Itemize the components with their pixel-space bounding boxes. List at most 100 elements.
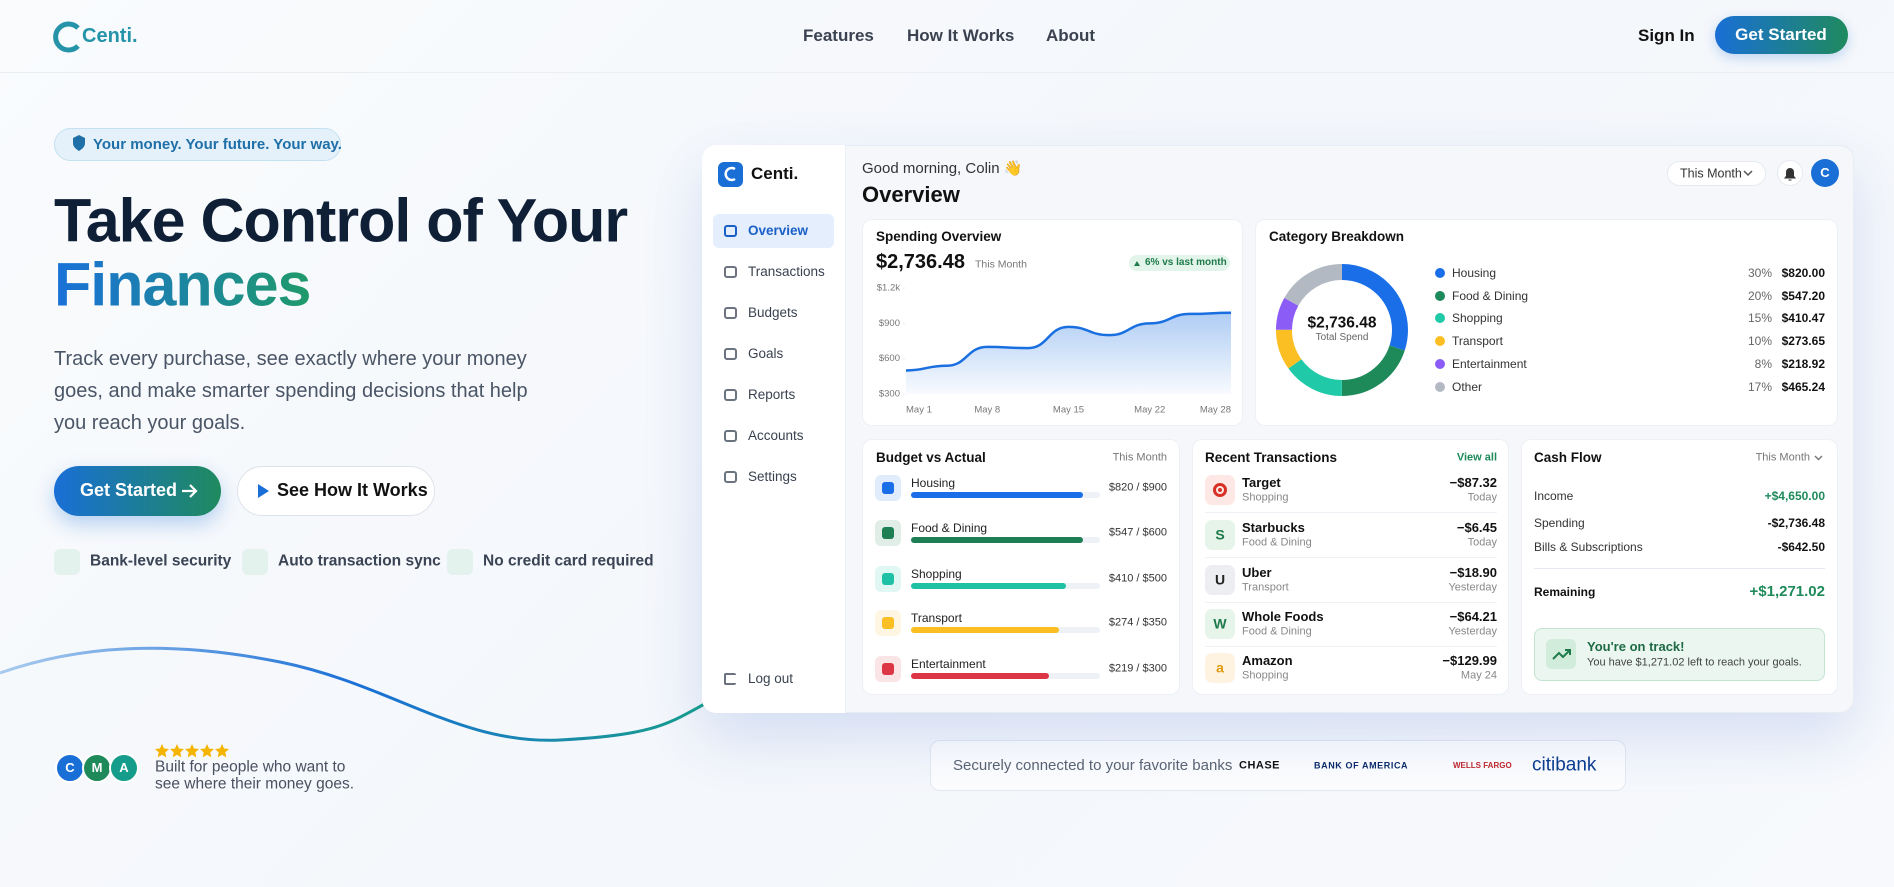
get-started-label[interactable]: Get Started xyxy=(1735,24,1827,44)
nav-divider xyxy=(0,72,1894,73)
legend-amount: $273.65 xyxy=(1781,333,1825,348)
legend-dot xyxy=(1435,359,1445,369)
legend-amount: $465.24 xyxy=(1781,379,1825,394)
menu-item[interactable]: Reports xyxy=(748,386,796,402)
nav-link[interactable]: How It Works xyxy=(907,25,1015,45)
logout-link[interactable]: Log out xyxy=(748,670,794,686)
bank-logo: BANK OF AMERICA xyxy=(1314,760,1409,771)
page-heading: Overview xyxy=(862,181,960,207)
merchant-name: Target xyxy=(1242,475,1281,491)
secondary-button[interactable] xyxy=(237,466,435,516)
budget-amount: $820 / $900 xyxy=(1108,481,1167,494)
legend-amount: $820.00 xyxy=(1781,265,1825,280)
legend-dot xyxy=(1435,336,1445,346)
menu-item[interactable]: Overview xyxy=(748,222,809,238)
transaction-amount: −$6.45 xyxy=(1456,520,1497,536)
budget-bar xyxy=(911,627,1059,633)
get-started-button[interactable] xyxy=(1715,16,1848,54)
user-avatar[interactable] xyxy=(1811,159,1839,187)
cashflow-label: Spending xyxy=(1534,515,1585,530)
merchant-icon xyxy=(1205,609,1235,639)
menu-item[interactable]: Budgets xyxy=(748,304,798,320)
hero-title-accent: Finances xyxy=(54,248,311,321)
avatar xyxy=(109,753,139,783)
budget-name: Transport xyxy=(911,610,962,625)
menu-icon xyxy=(724,471,737,483)
nav-link[interactable]: About xyxy=(1046,25,1096,45)
transaction-amount: −$129.99 xyxy=(1442,653,1497,669)
legend-amount: $547.20 xyxy=(1781,288,1825,303)
menu-item[interactable]: Goals xyxy=(748,345,784,361)
greeting: Good morning, Colin 👋 xyxy=(862,160,1023,177)
merchant-letter: a xyxy=(1216,659,1224,676)
menu-icon xyxy=(724,348,737,360)
decorative-wave xyxy=(0,646,713,742)
avatar xyxy=(55,753,85,783)
on-track-title: You're on track! xyxy=(1587,639,1685,655)
budget-bar xyxy=(911,673,1049,679)
bank-strip-label: Securely connected to your favorite bank… xyxy=(953,757,1233,774)
menu-item[interactable]: Transactions xyxy=(748,263,825,279)
cashflow-value: -$2,736.48 xyxy=(1767,515,1825,530)
remaining-value: +$1,271.02 xyxy=(1749,583,1826,600)
transaction-date: Yesterday xyxy=(1448,581,1497,594)
merchant-category: Shopping xyxy=(1242,669,1289,682)
merchant-letter: U xyxy=(1214,571,1226,588)
legend-name: Housing xyxy=(1452,265,1497,280)
social-proof-text: see where their money goes. xyxy=(155,775,355,793)
menu-icon xyxy=(724,389,737,401)
bank-logo: citibank xyxy=(1532,754,1597,776)
star-icon xyxy=(215,744,229,758)
feature-icon xyxy=(447,549,473,575)
bell-button[interactable] xyxy=(1777,160,1803,186)
secondary-button-label[interactable]: See How It Works xyxy=(277,480,428,501)
legend-share: 8% xyxy=(1754,356,1772,371)
change-badge xyxy=(1129,255,1230,271)
row-divider xyxy=(1205,557,1497,558)
sign-in-link[interactable]: Sign In xyxy=(1638,25,1695,45)
legend-dot xyxy=(1435,382,1445,392)
card-period[interactable]: This Month xyxy=(1755,451,1810,464)
legend-share: 17% xyxy=(1747,379,1772,394)
legend-amount: $218.92 xyxy=(1781,356,1825,371)
view-all-link[interactable]: View all xyxy=(1456,451,1497,464)
merchant-name: Amazon xyxy=(1242,653,1293,669)
legend-name: Transport xyxy=(1452,333,1503,348)
hero-description: goes, and make smarter spending decision… xyxy=(54,380,528,402)
row-divider xyxy=(1205,602,1497,603)
avatar-letter: C xyxy=(65,760,75,776)
donut-caption: Total Spend xyxy=(1315,332,1369,343)
cashflow-label: Income xyxy=(1534,488,1574,503)
target-dot xyxy=(1218,488,1222,492)
budget-bar xyxy=(911,583,1066,589)
budget-amount: $547 / $600 xyxy=(1108,526,1167,539)
transaction-amount: −$87.32 xyxy=(1449,475,1497,491)
transaction-date: Yesterday xyxy=(1448,625,1497,638)
budget-bar xyxy=(911,492,1084,498)
social-proof-text: Built for people who want to xyxy=(155,758,346,776)
nav-link[interactable]: Features xyxy=(803,25,874,45)
card xyxy=(1192,439,1509,695)
period-label[interactable]: This Month xyxy=(1680,166,1742,180)
feature-icon xyxy=(242,549,268,575)
period-pill[interactable] xyxy=(1667,161,1766,186)
logo-text: Centi. xyxy=(82,25,138,47)
budget-icon-glyph xyxy=(882,573,894,585)
merchant-icon xyxy=(1205,565,1235,595)
primary-button-label[interactable]: Get Started xyxy=(80,480,178,501)
remaining-label: Remaining xyxy=(1534,584,1596,599)
menu-item[interactable]: Settings xyxy=(748,468,797,484)
hero-title: Take Control of Your xyxy=(54,186,628,255)
star-icon xyxy=(185,744,199,758)
change-text: 6% vs last month xyxy=(1145,257,1227,268)
merchant-category: Shopping xyxy=(1242,491,1289,504)
feature-text: No credit card required xyxy=(483,552,654,570)
hero-badge xyxy=(54,128,341,161)
logo-icon xyxy=(53,21,80,53)
card-title: Cash Flow xyxy=(1534,449,1602,465)
legend-dot xyxy=(1435,291,1445,301)
cashflow-value: -$642.50 xyxy=(1777,539,1825,554)
row-divider xyxy=(1205,512,1497,513)
star-icon xyxy=(200,744,214,758)
menu-item[interactable]: Accounts xyxy=(748,427,804,443)
